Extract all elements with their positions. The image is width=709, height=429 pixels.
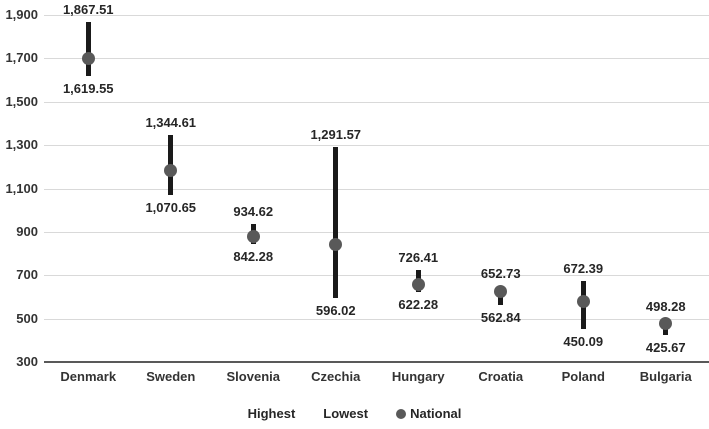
highest-value-label: 498.28: [645, 298, 686, 314]
y-tick-label: 700: [16, 267, 38, 283]
y-tick-label: 1,900: [5, 7, 38, 22]
y-tick-label: 300: [16, 354, 38, 369]
range-bar: [333, 146, 339, 298]
category-label: Croatia: [478, 369, 524, 384]
national-dot: [329, 238, 343, 252]
national-marker-icon: [396, 408, 407, 419]
gridline: [44, 275, 709, 277]
highest-value-label: 1,291.57: [310, 126, 362, 142]
gridline: [44, 318, 709, 320]
y-tick-label: 900: [16, 223, 38, 239]
category-label: Poland: [561, 369, 605, 384]
gridline: [44, 15, 709, 16]
national-dot: [411, 277, 425, 291]
gridline: [44, 101, 709, 103]
legend-item-national: National: [396, 406, 461, 421]
y-tick-label: 1,500: [5, 93, 38, 109]
national-dot: [494, 285, 508, 299]
gridline: [44, 58, 709, 60]
national-dot: [246, 229, 260, 243]
lowest-value-label: 622.28: [398, 297, 439, 313]
highest-value-label: 726.41: [398, 249, 439, 265]
lowest-value-label: 1,070.65: [145, 199, 197, 215]
category-label: Czechia: [311, 369, 361, 384]
legend-item-label: Lowest: [323, 406, 369, 421]
gridline: [44, 231, 709, 233]
y-tick-label: 500: [16, 310, 38, 326]
highest-value-label: 934.62: [233, 204, 274, 220]
y-tick-label: 1,700: [5, 50, 38, 66]
range-bar: [85, 22, 91, 76]
highest-value-label: 1,344.61: [145, 115, 197, 131]
category-label: Denmark: [60, 369, 117, 384]
national-dot: [659, 317, 673, 331]
lowest-value-label: 562.84: [480, 309, 521, 325]
gridline: [44, 145, 709, 147]
category-label: Bulgaria: [639, 369, 692, 384]
x-axis-line: [44, 361, 709, 363]
legend-item-lowest: Lowest: [323, 406, 368, 421]
national-dot: [164, 164, 178, 178]
y-tick-label: 1,100: [5, 180, 38, 196]
lowest-value-label: 842.28: [233, 249, 274, 265]
category-label: Hungary: [391, 369, 445, 384]
chart-legend: Highest Lowest National: [0, 406, 709, 421]
lowest-value-label: 1,619.55: [62, 80, 114, 96]
lowest-value-label: 596.02: [315, 302, 356, 318]
national-dot: [576, 295, 590, 309]
lowest-value-label: 425.67: [645, 339, 686, 355]
highest-value-label: 1,867.51: [62, 2, 114, 18]
y-tick-label: 1,300: [5, 137, 38, 153]
category-label: Slovenia: [226, 369, 280, 384]
legend-item-highest: Highest: [248, 406, 296, 421]
legend-item-label: National: [410, 406, 462, 421]
lowest-value-label: 450.09: [563, 334, 604, 350]
highest-value-label: 672.39: [563, 261, 604, 277]
national-dot: [81, 51, 95, 65]
highest-value-label: 652.73: [480, 265, 521, 281]
legend-item-label: Highest: [247, 406, 296, 421]
gridline: [44, 188, 709, 190]
category-label: Sweden: [146, 369, 196, 384]
